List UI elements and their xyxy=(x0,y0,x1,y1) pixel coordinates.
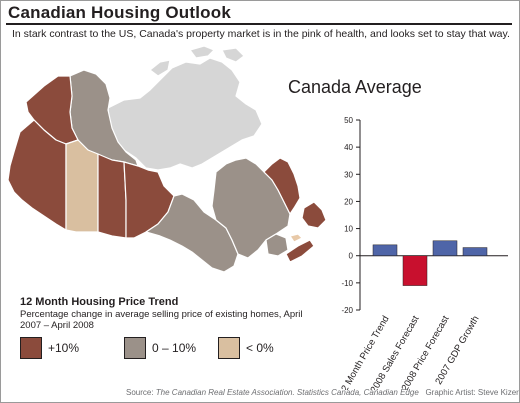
bar xyxy=(432,240,458,256)
source-text: The Canadian Real Estate Association. St… xyxy=(155,388,419,397)
legend: 12 Month Housing Price Trend Percentage … xyxy=(20,296,320,359)
map-region-arctic-island xyxy=(221,47,245,63)
y-tick-label: 30 xyxy=(344,170,353,179)
y-tick-label: -20 xyxy=(341,306,353,315)
chart-title: Canada Average xyxy=(288,77,422,97)
legend-swatch xyxy=(20,337,42,359)
y-tick-label: 0 xyxy=(349,252,354,261)
canada-map xyxy=(7,45,327,273)
legend-label: +10% xyxy=(48,341,80,355)
source-credit: Source: The Canadian Real Estate Associa… xyxy=(126,388,519,397)
legend-label: 0 – 10% xyxy=(152,341,197,355)
legend-swatch xyxy=(218,337,240,359)
y-tick-label: -10 xyxy=(341,279,353,288)
map-region-nunavut xyxy=(107,57,263,171)
map-region-new-brunswick xyxy=(265,233,289,257)
map-region-prince-edward-island xyxy=(289,233,303,243)
source-label: Source: xyxy=(126,388,156,397)
bar xyxy=(402,255,428,286)
map-region-newfoundland-labrador xyxy=(263,157,301,215)
map-region-newfoundland-island xyxy=(301,201,327,229)
y-tick-label: 10 xyxy=(344,225,353,234)
map-region-british-columbia xyxy=(7,119,67,231)
page-subtitle: In stark contrast to the US, Canada's pr… xyxy=(12,28,510,40)
legend-items: +10% 0 – 10% < 0% xyxy=(20,337,320,361)
legend-label: < 0% xyxy=(246,341,274,355)
y-tick-label: 50 xyxy=(344,116,353,125)
y-tick-label: 20 xyxy=(344,197,353,206)
map-region-saskatchewan xyxy=(97,153,127,239)
legend-swatch xyxy=(124,337,146,359)
map-region-alberta xyxy=(65,139,99,233)
map-region-arctic-island xyxy=(149,59,171,77)
legend-title: 12 Month Housing Price Trend xyxy=(20,296,179,308)
page-title: Canadian Housing Outlook xyxy=(8,3,231,22)
legend-description: Percentage change in average selling pri… xyxy=(20,309,303,331)
map-region-arctic-island xyxy=(189,45,215,59)
map-region-ontario xyxy=(145,193,239,273)
map-region-quebec xyxy=(211,157,291,259)
y-tick-label: 40 xyxy=(344,143,353,152)
bar xyxy=(462,247,488,256)
bar xyxy=(372,244,398,256)
map-region-nova-scotia xyxy=(285,239,315,263)
artist-credit: Graphic Artist: Steve Kizer xyxy=(425,388,519,397)
title-rule xyxy=(6,23,512,25)
